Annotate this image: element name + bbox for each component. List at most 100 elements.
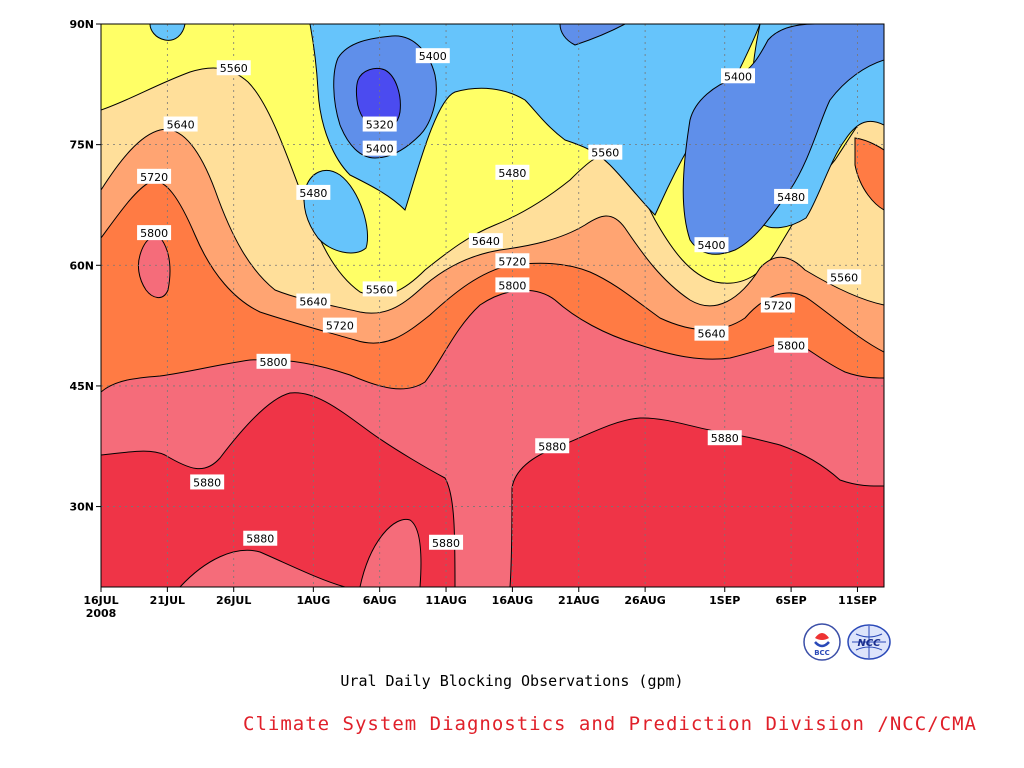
- contour-label-box: [495, 164, 530, 180]
- contour-label-box: [707, 430, 742, 446]
- contour-label-text: 5640: [472, 235, 500, 248]
- contour-label-text: 5400: [697, 239, 725, 252]
- contour-label: 5640: [163, 116, 198, 132]
- band-above-5880-east: [509, 417, 884, 587]
- contour-label-box: [362, 281, 397, 297]
- contour-label-text: 5400: [419, 50, 447, 63]
- contour-label: 5400: [415, 48, 450, 64]
- x-tick-label: 16AUG: [492, 594, 533, 607]
- contour-label: 5400: [694, 237, 729, 253]
- x-tick-label: 21JUL: [150, 594, 185, 607]
- contour-label: 5480: [495, 164, 530, 180]
- contour-label-text: 5880: [432, 537, 460, 550]
- contour-label: 5560: [588, 144, 623, 160]
- contour-label-text: 5880: [538, 440, 566, 453]
- contour-label-box: [243, 530, 278, 546]
- contour-label: 5880: [429, 534, 464, 550]
- y-tick-label: 30N: [69, 501, 94, 514]
- contour-label: 5800: [774, 337, 809, 353]
- y-tick-label: 60N: [69, 259, 94, 272]
- band-5800-5880-south: [179, 549, 346, 587]
- band-5320-5400-top: [559, 24, 626, 46]
- contour-label-box: [137, 225, 172, 241]
- contour-label: 5880: [243, 530, 278, 546]
- x-tick-label: 26JUL: [216, 594, 251, 607]
- contour-label-box: [362, 116, 397, 132]
- contour-label: 5640: [296, 293, 331, 309]
- y-tick-label: 90N: [69, 18, 94, 31]
- contour-label-box: [774, 337, 809, 353]
- contour-label-box: [216, 60, 251, 76]
- contour-label: 5560: [216, 60, 251, 76]
- contour-label-text: 5480: [299, 187, 327, 200]
- contour-label-text: 5640: [299, 295, 327, 308]
- bcc-logo: BCC: [803, 623, 841, 661]
- contour-label-box: [163, 116, 198, 132]
- contour-label-text: 5480: [498, 167, 526, 180]
- contour-label-text: 5640: [167, 119, 195, 132]
- contour-label: 5880: [707, 430, 742, 446]
- contour-label: 5880: [535, 438, 570, 454]
- x-year-label: 2008: [86, 607, 117, 620]
- contour-label-text: 5560: [830, 271, 858, 284]
- contour-label-text: 5640: [697, 328, 725, 341]
- contour-label: 5800: [495, 277, 530, 293]
- grid: [101, 24, 884, 587]
- band-5400-5480-nw: [149, 24, 186, 41]
- contour-label: 5480: [774, 188, 809, 204]
- contour-label-box: [415, 48, 450, 64]
- contour-label-text: 5800: [498, 279, 526, 292]
- contour-label-text: 5560: [220, 62, 248, 75]
- contour-label: 5640: [468, 233, 503, 249]
- x-tick-label: 11AUG: [425, 594, 466, 607]
- contour-label-text: 5800: [140, 227, 168, 240]
- contour-label-text: 5880: [711, 432, 739, 445]
- x-tick-label: 6AUG: [363, 594, 397, 607]
- contour-label-box: [827, 269, 862, 285]
- contour-label-box: [495, 253, 530, 269]
- plot-frame: [100, 23, 885, 588]
- x-axis: 16JUL 21JUL 26JUL 1AUG 6AUG 11AUG 16AUG 21AUG 26…: [83, 587, 877, 620]
- contour-label-box: [774, 188, 809, 204]
- contour-label: 5880: [190, 474, 225, 490]
- x-tick-label: 1AUG: [296, 594, 330, 607]
- contour-label: 5720: [137, 168, 172, 184]
- contour-label: 5400: [362, 140, 397, 156]
- contour-label-box: [694, 325, 729, 341]
- contour-label-text: 5400: [724, 70, 752, 83]
- bcc-logo-text: BCC: [814, 649, 830, 657]
- contour-label: 5720: [495, 253, 530, 269]
- contour-label-box: [190, 474, 225, 490]
- contour-label-box: [694, 237, 729, 253]
- x-tick-label: 11SEP: [838, 594, 877, 607]
- contour-label-box: [322, 317, 357, 333]
- contour-label: 5720: [760, 297, 795, 313]
- x-tick-label: 1SEP: [709, 594, 740, 607]
- contour-label-text: 5560: [591, 147, 619, 160]
- contour-label: 5320: [362, 116, 397, 132]
- contour-label-text: 5720: [326, 320, 354, 333]
- contour-label: 5800: [256, 353, 291, 369]
- contour-label-box: [256, 353, 291, 369]
- y-axis: 90N 75N 60N 45N 30N: [69, 18, 101, 514]
- contour-label-box: [760, 297, 795, 313]
- credit-line: Climate System Diagnostics and Predictio…: [243, 713, 977, 735]
- contour-label-box: [296, 293, 331, 309]
- contour-label-text: 5720: [140, 171, 168, 184]
- contour-label: 5400: [721, 68, 756, 84]
- contour-label-text: 5800: [260, 356, 288, 369]
- chart-title: Ural Daily Blocking Observations (gpm): [340, 672, 684, 690]
- contour-label-text: 5400: [366, 143, 394, 156]
- contour-label-box: [296, 184, 331, 200]
- contour-label: 5720: [322, 317, 357, 333]
- ncc-logo: NCC: [847, 624, 891, 660]
- y-tick-label: 45N: [69, 380, 94, 393]
- contour-label-box: [535, 438, 570, 454]
- x-tick-label: 26AUG: [624, 594, 665, 607]
- contour-label-box: [495, 277, 530, 293]
- contour-label: 5560: [362, 281, 397, 297]
- contour-labels: 5560 5640 5720 5800 5480 5400 5320 5400 5560 5480…: [137, 48, 862, 550]
- contour-label-box: [468, 233, 503, 249]
- contour-label-text: 5720: [764, 300, 792, 313]
